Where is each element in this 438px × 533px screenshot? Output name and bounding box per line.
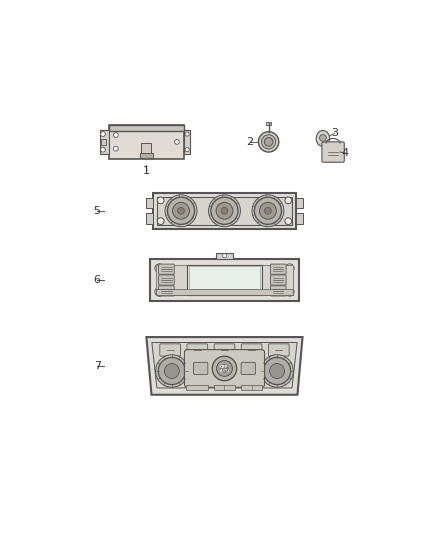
Circle shape	[101, 147, 105, 152]
Circle shape	[113, 133, 118, 138]
Text: 3: 3	[331, 128, 338, 139]
Bar	[146, 198, 153, 208]
Bar	[146, 213, 153, 224]
Text: 5: 5	[94, 206, 101, 216]
Text: 6: 6	[94, 275, 101, 285]
Text: 4: 4	[341, 148, 349, 158]
Circle shape	[165, 195, 197, 227]
FancyBboxPatch shape	[241, 344, 262, 356]
Circle shape	[223, 254, 226, 258]
Bar	[109, 125, 184, 131]
Circle shape	[285, 287, 294, 296]
Circle shape	[254, 197, 282, 224]
Circle shape	[157, 197, 164, 204]
Circle shape	[155, 354, 188, 387]
FancyBboxPatch shape	[187, 344, 208, 356]
Circle shape	[208, 195, 240, 227]
Circle shape	[259, 203, 276, 219]
Circle shape	[158, 358, 185, 385]
Circle shape	[212, 356, 237, 381]
Text: AUTO: AUTO	[219, 369, 230, 373]
Circle shape	[185, 132, 189, 136]
Circle shape	[211, 197, 238, 224]
Circle shape	[264, 138, 273, 146]
Bar	[296, 213, 303, 224]
Bar	[187, 265, 262, 295]
PathPatch shape	[146, 337, 303, 395]
FancyBboxPatch shape	[184, 130, 191, 154]
Bar	[141, 142, 152, 156]
FancyBboxPatch shape	[241, 362, 255, 375]
Circle shape	[320, 134, 326, 141]
Bar	[296, 198, 303, 208]
Text: OFF: OFF	[220, 365, 229, 369]
Circle shape	[167, 197, 194, 224]
Bar	[153, 193, 296, 229]
Circle shape	[285, 218, 292, 224]
Circle shape	[185, 148, 189, 152]
FancyBboxPatch shape	[271, 275, 286, 285]
Bar	[216, 253, 233, 259]
Ellipse shape	[316, 131, 330, 147]
Bar	[187, 385, 208, 390]
Circle shape	[216, 360, 233, 376]
Circle shape	[221, 207, 228, 214]
Circle shape	[265, 207, 271, 214]
Circle shape	[155, 264, 164, 273]
Bar	[241, 385, 262, 390]
Bar	[150, 259, 299, 301]
FancyBboxPatch shape	[160, 344, 180, 356]
Bar	[266, 122, 271, 125]
Bar	[157, 197, 292, 224]
Circle shape	[261, 135, 276, 149]
Circle shape	[173, 203, 190, 219]
FancyBboxPatch shape	[322, 142, 344, 162]
Circle shape	[164, 364, 179, 378]
Bar	[101, 139, 106, 144]
Circle shape	[252, 195, 284, 227]
Text: 2: 2	[246, 137, 254, 147]
Circle shape	[285, 197, 292, 204]
Text: 1: 1	[143, 166, 150, 176]
Circle shape	[221, 365, 228, 372]
Circle shape	[258, 132, 279, 152]
Text: 7: 7	[94, 361, 101, 371]
FancyBboxPatch shape	[159, 275, 174, 285]
Circle shape	[113, 146, 118, 151]
Bar	[156, 289, 293, 295]
FancyBboxPatch shape	[214, 344, 235, 356]
PathPatch shape	[152, 343, 297, 388]
Circle shape	[261, 354, 293, 387]
Circle shape	[101, 132, 105, 136]
FancyBboxPatch shape	[99, 130, 109, 154]
Bar	[214, 385, 235, 390]
FancyBboxPatch shape	[194, 362, 208, 375]
Bar	[140, 153, 152, 158]
Circle shape	[270, 364, 285, 378]
FancyBboxPatch shape	[159, 264, 174, 274]
Bar	[156, 265, 293, 295]
FancyBboxPatch shape	[159, 286, 174, 296]
FancyBboxPatch shape	[268, 344, 289, 356]
Circle shape	[264, 358, 291, 385]
Bar	[109, 125, 184, 159]
Circle shape	[155, 287, 164, 296]
FancyBboxPatch shape	[271, 286, 286, 296]
Circle shape	[157, 218, 164, 224]
Bar	[109, 125, 184, 131]
Circle shape	[175, 140, 179, 144]
Bar	[189, 266, 260, 294]
Circle shape	[285, 264, 294, 273]
FancyBboxPatch shape	[271, 264, 286, 274]
Circle shape	[178, 207, 184, 214]
Circle shape	[216, 203, 233, 219]
FancyBboxPatch shape	[184, 350, 265, 387]
